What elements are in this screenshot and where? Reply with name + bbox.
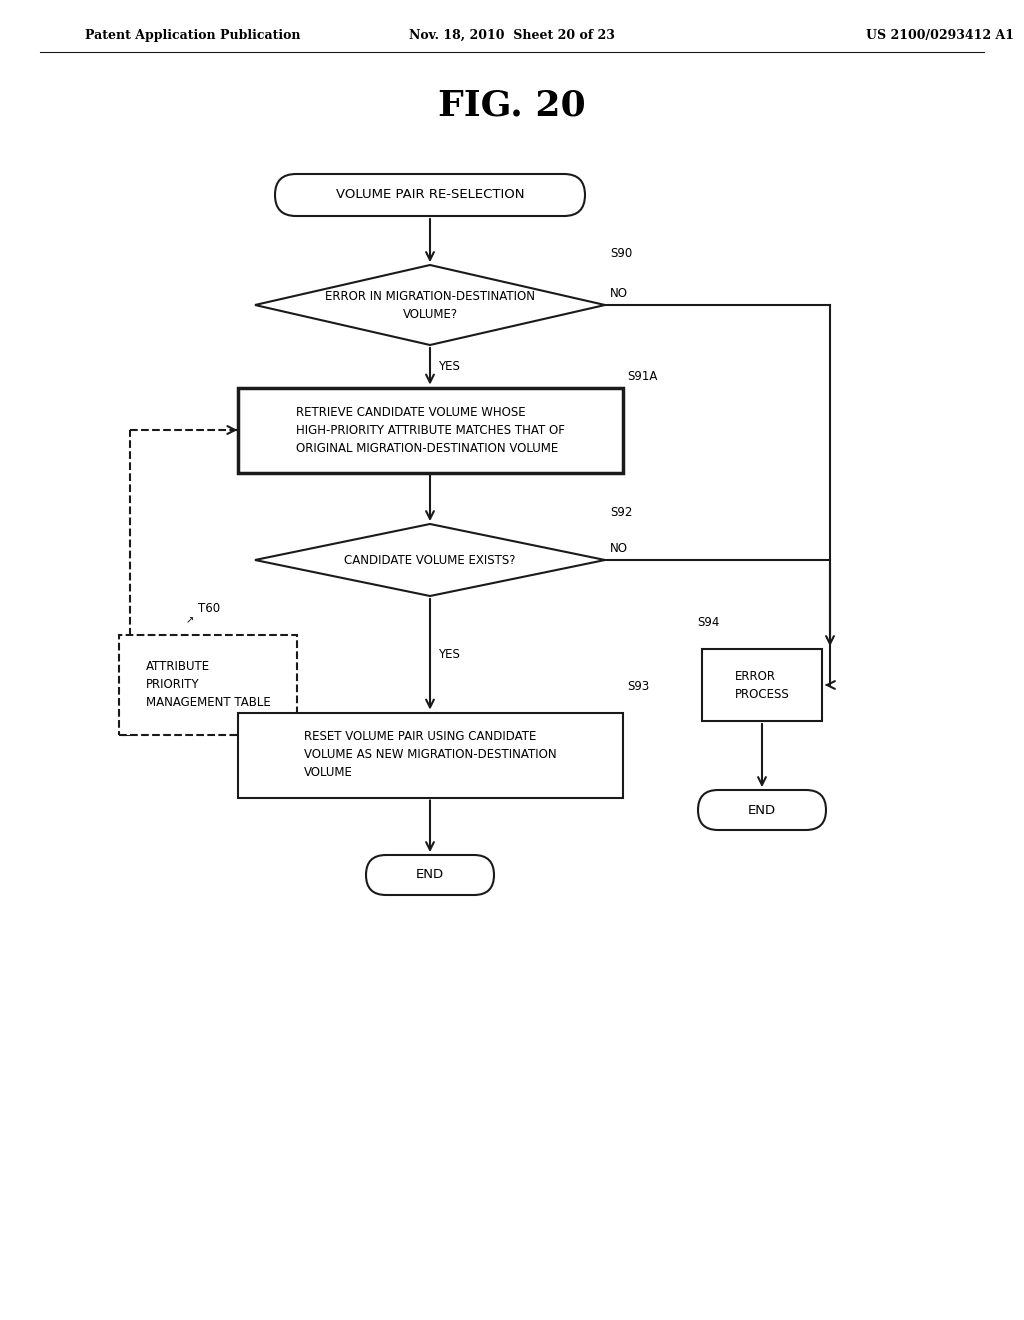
Text: NO: NO bbox=[610, 543, 628, 554]
Text: S91A: S91A bbox=[628, 370, 657, 383]
Text: US 2100/0293412 A1: US 2100/0293412 A1 bbox=[866, 29, 1014, 41]
Text: END: END bbox=[748, 804, 776, 817]
Text: END: END bbox=[416, 869, 444, 882]
Text: ATTRIBUTE
PRIORITY
MANAGEMENT TABLE: ATTRIBUTE PRIORITY MANAGEMENT TABLE bbox=[145, 660, 270, 710]
Text: ERROR IN MIGRATION-DESTINATION
VOLUME?: ERROR IN MIGRATION-DESTINATION VOLUME? bbox=[325, 289, 535, 321]
Text: S93: S93 bbox=[628, 680, 650, 693]
Text: Patent Application Publication: Patent Application Publication bbox=[85, 29, 300, 41]
Text: NO: NO bbox=[610, 286, 628, 300]
Text: ERROR
PROCESS: ERROR PROCESS bbox=[734, 669, 790, 701]
FancyBboxPatch shape bbox=[698, 789, 826, 830]
FancyBboxPatch shape bbox=[275, 174, 585, 216]
Text: S94: S94 bbox=[697, 616, 720, 630]
Text: S92: S92 bbox=[610, 506, 633, 519]
Text: T60: T60 bbox=[198, 602, 220, 615]
Text: Nov. 18, 2010  Sheet 20 of 23: Nov. 18, 2010 Sheet 20 of 23 bbox=[409, 29, 615, 41]
FancyBboxPatch shape bbox=[238, 388, 623, 473]
Text: S90: S90 bbox=[610, 247, 632, 260]
FancyBboxPatch shape bbox=[119, 635, 297, 735]
Text: FIG. 20: FIG. 20 bbox=[438, 88, 586, 121]
FancyBboxPatch shape bbox=[702, 649, 822, 721]
Polygon shape bbox=[255, 524, 605, 597]
Text: YES: YES bbox=[438, 360, 460, 372]
FancyBboxPatch shape bbox=[238, 713, 623, 797]
Text: RETRIEVE CANDIDATE VOLUME WHOSE
HIGH-PRIORITY ATTRIBUTE MATCHES THAT OF
ORIGINAL: RETRIEVE CANDIDATE VOLUME WHOSE HIGH-PRI… bbox=[296, 405, 564, 454]
FancyBboxPatch shape bbox=[366, 855, 494, 895]
Text: YES: YES bbox=[438, 648, 460, 661]
Polygon shape bbox=[255, 265, 605, 345]
Text: ↗: ↗ bbox=[186, 615, 195, 624]
Text: CANDIDATE VOLUME EXISTS?: CANDIDATE VOLUME EXISTS? bbox=[344, 553, 516, 566]
Text: RESET VOLUME PAIR USING CANDIDATE
VOLUME AS NEW MIGRATION-DESTINATION
VOLUME: RESET VOLUME PAIR USING CANDIDATE VOLUME… bbox=[304, 730, 556, 780]
Text: VOLUME PAIR RE-SELECTION: VOLUME PAIR RE-SELECTION bbox=[336, 189, 524, 202]
